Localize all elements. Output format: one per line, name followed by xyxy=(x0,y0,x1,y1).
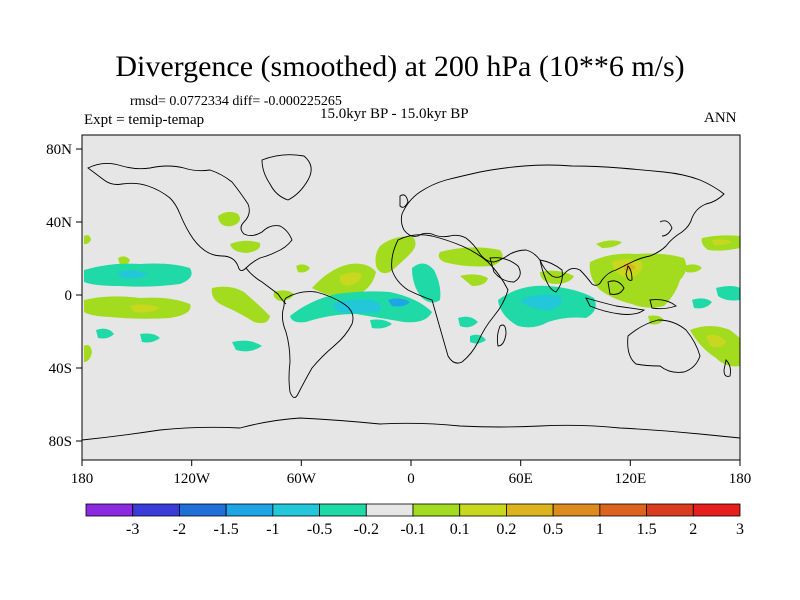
lon-label: 60E xyxy=(509,471,533,487)
lon-label: 60W xyxy=(287,471,317,487)
contour-positive xyxy=(596,240,622,248)
colorbar-label: -1.5 xyxy=(213,521,238,538)
contour-positive xyxy=(118,256,130,266)
colorbar-box xyxy=(552,503,601,517)
lat-label: 80N xyxy=(46,142,72,158)
contour-positive-strong xyxy=(706,334,726,348)
coastline-new-guinea xyxy=(649,299,677,310)
experiment-label: Expt = temip-temap xyxy=(84,112,205,128)
contour-positive xyxy=(84,235,91,245)
lat-label: 40S xyxy=(49,361,72,377)
contour-positive-strong xyxy=(339,272,362,286)
contour-negative xyxy=(412,263,441,303)
contour-positive-strong xyxy=(130,304,160,313)
colorbar-label: -0.2 xyxy=(354,521,379,538)
coastline-eurasia xyxy=(400,164,725,286)
contour-positive xyxy=(218,211,240,227)
lon-label: 0 xyxy=(407,471,415,487)
coastline-north-america xyxy=(87,163,293,271)
contour-negative xyxy=(370,319,392,329)
contour-negative xyxy=(716,286,740,301)
coastline-indonesia xyxy=(585,297,646,315)
colorbar-label: 2 xyxy=(689,521,697,538)
lat-label: 80S xyxy=(49,434,72,450)
contour-positive xyxy=(230,240,261,253)
lat-label: 40N xyxy=(46,215,72,231)
colorbar-box xyxy=(412,503,461,517)
contour-positive xyxy=(438,247,503,267)
contour-positive-strong xyxy=(712,239,732,246)
coastline-japan xyxy=(659,220,673,237)
colorbar-box xyxy=(132,503,180,517)
colorbar-box xyxy=(272,503,320,517)
colorbar-label: 0.2 xyxy=(496,521,516,538)
colorbar-label: 1.5 xyxy=(637,521,657,538)
colorbar-box xyxy=(225,503,274,517)
contour-positive xyxy=(296,264,310,273)
contour-negative xyxy=(692,298,712,309)
contour-negative xyxy=(140,333,160,343)
statistics-text: rmsd= 0.0772334 diff= -0.000225265 xyxy=(130,94,342,109)
contour-negative-strong xyxy=(118,270,148,279)
colorbar-label: -0.5 xyxy=(307,521,332,538)
colorbar-label: -2 xyxy=(173,521,186,538)
colorbar-label: 3 xyxy=(736,521,744,538)
colorbar-box xyxy=(692,503,741,517)
contour-negative-strong xyxy=(332,299,381,313)
plot-title: Divergence (smoothed) at 200 hPa (10**6 … xyxy=(115,50,685,83)
lon-label: 120E xyxy=(614,471,646,487)
period-label: 15.0kyr BP - 15.0kyr BP xyxy=(320,106,469,122)
coastline-antarctica xyxy=(81,417,741,441)
colorbar-box xyxy=(459,503,507,517)
coastline-arabia xyxy=(489,257,521,283)
coastline-australia xyxy=(627,319,701,373)
contour-positive xyxy=(684,264,702,273)
contour-positive xyxy=(460,274,488,286)
coastline-new-zealand xyxy=(723,359,731,377)
contour-negative xyxy=(458,316,478,328)
colorbar-box xyxy=(179,503,227,517)
colorbar-label: 0.5 xyxy=(543,521,563,538)
contour-positive xyxy=(211,286,270,324)
colorbar-box xyxy=(365,503,414,517)
lon-label: 180 xyxy=(71,471,94,487)
coastline-uk xyxy=(399,194,409,208)
coastline-south-america xyxy=(281,291,354,398)
contour-negative-strong xyxy=(520,294,562,310)
colorbar-box xyxy=(85,503,134,517)
contour-negative-strong xyxy=(388,298,410,307)
contour-negative xyxy=(232,340,262,352)
colorbar-label: 0.1 xyxy=(450,521,470,538)
colorbar-box xyxy=(646,503,694,517)
colorbar-box xyxy=(319,503,367,517)
season-label: ANN xyxy=(704,110,737,126)
colorbar-box xyxy=(599,503,647,517)
colorbar-label: -3 xyxy=(126,521,139,538)
lon-label: 180 xyxy=(729,471,752,487)
coastline-africa xyxy=(391,234,509,364)
coastline-greenland xyxy=(261,154,312,201)
contour-positive xyxy=(375,236,416,274)
lat-label: 0 xyxy=(65,288,73,304)
lon-label: 120W xyxy=(173,471,211,487)
coastline-borneo xyxy=(607,280,625,295)
colorbar-label: -0.1 xyxy=(400,521,425,538)
colorbar-box xyxy=(506,503,554,517)
coastline-philippines xyxy=(625,265,633,281)
colorbar-label: -1 xyxy=(266,521,279,538)
contour-negative xyxy=(470,334,486,344)
coastline-india xyxy=(539,259,563,293)
contour-positive xyxy=(273,290,294,301)
coastline-madagascar xyxy=(496,324,507,347)
contour-positive xyxy=(84,344,92,362)
colorbar-label: 1 xyxy=(596,521,604,538)
contour-negative xyxy=(96,328,114,339)
coastline-central-america xyxy=(245,267,287,305)
